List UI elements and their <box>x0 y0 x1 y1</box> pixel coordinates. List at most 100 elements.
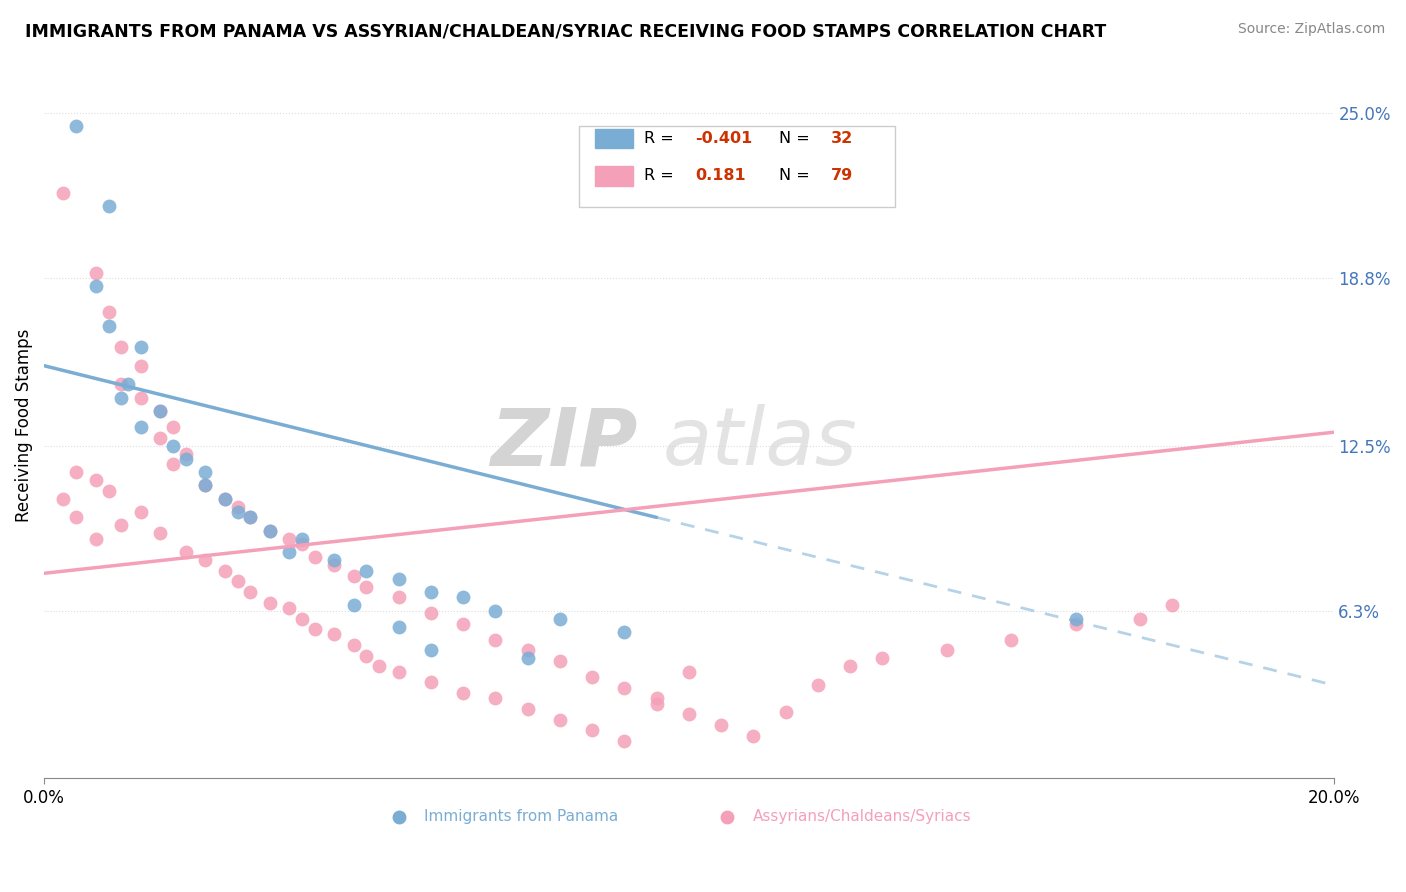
Point <box>870 651 893 665</box>
Point <box>278 545 301 559</box>
Point <box>239 510 262 524</box>
Point <box>65 119 87 133</box>
Point <box>194 553 217 567</box>
Point <box>129 420 152 434</box>
Point <box>935 643 957 657</box>
Point <box>259 596 281 610</box>
Text: R =: R = <box>644 169 679 184</box>
Point <box>613 734 636 748</box>
Text: Assyrians/Chaldeans/Syriacs: Assyrians/Chaldeans/Syriacs <box>754 810 972 824</box>
Text: N =: N = <box>779 169 815 184</box>
Point <box>323 558 346 573</box>
Point <box>52 186 75 200</box>
Point <box>839 659 862 673</box>
Point <box>388 619 411 633</box>
Point <box>214 564 236 578</box>
Point <box>174 545 197 559</box>
Point <box>174 446 197 460</box>
Point <box>356 564 378 578</box>
Point <box>226 505 249 519</box>
Point <box>645 697 668 711</box>
Point <box>226 574 249 589</box>
Text: IMMIGRANTS FROM PANAMA VS ASSYRIAN/CHALDEAN/SYRIAC RECEIVING FOOD STAMPS CORRELA: IMMIGRANTS FROM PANAMA VS ASSYRIAN/CHALD… <box>25 22 1107 40</box>
Text: R =: R = <box>644 131 679 146</box>
Point <box>419 585 441 599</box>
Point <box>419 606 441 620</box>
Point <box>117 377 139 392</box>
Point <box>581 670 603 684</box>
Point <box>214 491 236 506</box>
Point <box>368 659 391 673</box>
Text: 0.181: 0.181 <box>695 169 747 184</box>
Point <box>259 524 281 538</box>
Point <box>84 278 107 293</box>
Point <box>710 718 733 732</box>
Point <box>162 420 184 434</box>
Point <box>484 632 506 647</box>
Point <box>239 585 262 599</box>
Point <box>548 713 571 727</box>
Point <box>278 600 301 615</box>
Point <box>342 599 364 613</box>
Text: 32: 32 <box>831 131 853 146</box>
Point <box>645 691 668 706</box>
Point <box>65 510 87 524</box>
Point <box>129 505 152 519</box>
Point <box>149 404 172 418</box>
Point <box>342 569 364 583</box>
Point <box>419 643 441 657</box>
Text: -0.401: -0.401 <box>695 131 752 146</box>
Text: atlas: atlas <box>664 404 858 483</box>
Point <box>291 537 314 551</box>
Point <box>516 702 538 716</box>
Point <box>451 616 474 631</box>
Point <box>84 473 107 487</box>
Point <box>110 340 132 354</box>
Point <box>613 681 636 695</box>
Point <box>97 483 120 498</box>
Y-axis label: Receiving Food Stamps: Receiving Food Stamps <box>15 329 32 523</box>
Bar <box>595 166 633 186</box>
Point <box>129 359 152 373</box>
Text: 79: 79 <box>831 169 853 184</box>
Point <box>110 377 132 392</box>
Point <box>65 465 87 479</box>
Text: Source: ZipAtlas.com: Source: ZipAtlas.com <box>1237 22 1385 37</box>
Point <box>84 266 107 280</box>
Point <box>484 603 506 617</box>
Point <box>214 491 236 506</box>
Bar <box>595 128 633 148</box>
Point <box>194 465 217 479</box>
Text: N =: N = <box>779 131 815 146</box>
FancyBboxPatch shape <box>579 126 896 207</box>
Point <box>388 665 411 679</box>
Point <box>1064 616 1087 631</box>
Point <box>239 510 262 524</box>
Point <box>342 638 364 652</box>
Point <box>807 678 830 692</box>
Point <box>291 532 314 546</box>
Point <box>194 478 217 492</box>
Point <box>356 648 378 663</box>
Point <box>110 518 132 533</box>
Point <box>291 611 314 625</box>
Point <box>162 457 184 471</box>
Point <box>484 691 506 706</box>
Point <box>323 553 346 567</box>
Point <box>129 340 152 354</box>
Point <box>174 451 197 466</box>
Point <box>278 532 301 546</box>
Point <box>97 199 120 213</box>
Point <box>1064 611 1087 625</box>
Point <box>84 532 107 546</box>
Point <box>149 431 172 445</box>
Point <box>356 580 378 594</box>
Point <box>304 550 326 565</box>
Text: Immigrants from Panama: Immigrants from Panama <box>425 810 619 824</box>
Point <box>226 500 249 514</box>
Text: ZIP: ZIP <box>489 404 637 483</box>
Point <box>1129 611 1152 625</box>
Point <box>149 404 172 418</box>
Point <box>548 611 571 625</box>
Point <box>149 526 172 541</box>
